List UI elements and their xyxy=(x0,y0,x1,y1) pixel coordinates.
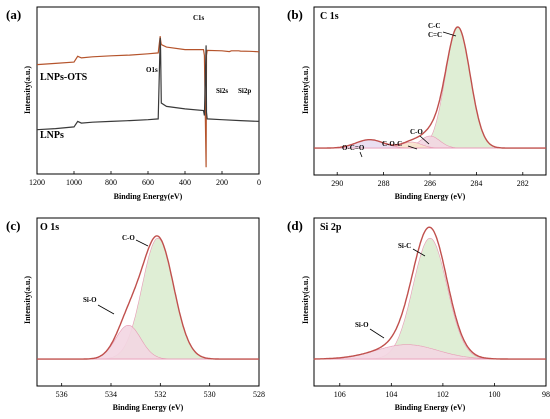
x-tick-label: 530 xyxy=(204,390,216,399)
series-line-lnps-ots xyxy=(36,36,260,168)
peak-component-c-c-c-c xyxy=(314,26,546,149)
panel-c: (c) O 1s 536 534 532 530 528 Binding Energy … xyxy=(6,217,265,412)
panel-a-x-ticks: 1200 1000 800 600 400 200 0 xyxy=(29,171,261,187)
panel-b-title: C 1s xyxy=(320,11,339,22)
panel-a-x-label: Binding Energy(eV) xyxy=(114,192,183,201)
x-tick-label: 528 xyxy=(253,390,265,399)
peak-component-c-o xyxy=(37,237,259,360)
panel-d-annotation-sio: Si-O xyxy=(355,321,369,329)
panel-a-annotation-si2p: Si2p xyxy=(238,87,251,95)
x-tick-label: 98 xyxy=(542,390,550,399)
panel-c-title: O 1s xyxy=(40,222,59,233)
panel-d-x-label: Binding Energy (eV) xyxy=(395,403,466,412)
panel-c-axes xyxy=(36,217,260,387)
panel-b-arrow-oc-double-o xyxy=(359,151,363,158)
panel-b-plot xyxy=(314,26,546,149)
panel-b-annotation-coc: C-O-C xyxy=(382,140,402,148)
panel-a-annotation-o1s: O1s xyxy=(146,66,158,74)
envelope-curve xyxy=(37,235,259,360)
envelope-curve xyxy=(314,26,546,149)
x-tick-label: 536 xyxy=(56,390,68,399)
x-tick-label: 286 xyxy=(424,179,436,188)
panel-d-y-label: Intensity(a.u.) xyxy=(301,276,310,324)
panel-d-title: Si 2p xyxy=(320,222,342,233)
panel-d-annotation-sic: Si-C xyxy=(398,242,411,250)
x-tick-label: 400 xyxy=(179,178,191,187)
panel-b-label: (b) xyxy=(287,7,303,22)
panel-c-x-ticks: 536 534 532 530 528 xyxy=(56,383,265,399)
panel-d-arrow-sic xyxy=(412,248,426,257)
panel-d-annotations: Si-C Si-O xyxy=(355,242,426,339)
panel-c-x-label: Binding Energy (eV) xyxy=(113,403,184,412)
peak-component-si-c xyxy=(314,237,546,360)
x-tick-label: 532 xyxy=(154,390,166,399)
panel-c-plot xyxy=(37,235,259,360)
panel-c-annotations: C-O Si-O xyxy=(83,234,149,315)
panel-b-annotations: C-C C=C C-O C-O-C O-C=O xyxy=(342,22,457,158)
panel-d-axes xyxy=(313,217,547,387)
panel-b-arrow-cc xyxy=(442,31,457,37)
series-line-lnps xyxy=(36,37,260,131)
panel-b-y-label: Intensity(a.u.) xyxy=(301,66,310,114)
x-tick-label: 200 xyxy=(216,178,228,187)
panel-b-arrow-co xyxy=(419,135,430,145)
x-tick-label: 290 xyxy=(331,179,343,188)
panel-b-annotation-c-double-c: C=C xyxy=(428,31,442,39)
x-tick-label: 104 xyxy=(385,390,397,399)
panel-a-series xyxy=(36,36,260,168)
panel-b-annotation-oc-double-o: O-C=O xyxy=(342,144,365,152)
x-tick-label: 800 xyxy=(105,178,117,187)
panel-a: (a) 1200 1000 800 600 400 200 0 Binding Energy… xyxy=(6,6,261,201)
x-tick-label: 106 xyxy=(334,390,346,399)
envelope-curve xyxy=(314,226,546,360)
x-tick-label: 534 xyxy=(105,390,117,399)
panel-b-annotation-co: C-O xyxy=(410,128,423,136)
panel-b-annotation-cc: C-C xyxy=(428,22,440,30)
panel-c-arrow-co xyxy=(135,239,149,247)
panel-c-y-label: Intensity(a.u.) xyxy=(23,276,32,324)
panel-a-series-label-lnps-ots: LNPs-OTS xyxy=(40,72,88,83)
panel-d: (d) Si 2p 106 104 102 100 98 Binding Energy … xyxy=(287,217,550,412)
panel-c-arrow-sio xyxy=(97,304,115,315)
panel-c-annotation-co: C-O xyxy=(122,234,135,242)
panel-d-plot xyxy=(313,226,546,360)
x-tick-label: 0 xyxy=(257,178,261,187)
x-tick-label: 284 xyxy=(470,179,482,188)
panel-a-series-label-lnps: LNPs xyxy=(40,130,64,141)
x-tick-label: 600 xyxy=(142,178,154,187)
panel-d-arrow-sio xyxy=(369,328,385,339)
panel-b-x-ticks: 290 288 286 284 282 xyxy=(331,172,529,188)
x-tick-label: 1200 xyxy=(29,178,45,187)
panel-a-label: (a) xyxy=(6,7,21,22)
x-tick-label: 282 xyxy=(517,179,529,188)
x-tick-label: 1000 xyxy=(66,178,82,187)
panel-a-annotation-c1s: C1s xyxy=(193,14,205,22)
x-tick-label: 100 xyxy=(488,390,500,399)
x-tick-label: 288 xyxy=(378,179,390,188)
panel-d-x-ticks: 106 104 102 100 98 xyxy=(334,383,550,399)
x-tick-label: 102 xyxy=(437,390,449,399)
panel-b-x-label: Binding Energy (eV) xyxy=(395,192,466,201)
panel-c-annotation-sio: Si-O xyxy=(83,296,97,304)
panel-c-label: (c) xyxy=(6,218,20,233)
panel-a-y-label: Intensity(a.u.) xyxy=(23,66,32,114)
panel-d-label: (d) xyxy=(287,218,303,233)
panel-b-arrow-coc xyxy=(407,145,418,150)
panel-a-annotation-si2s: Si2s xyxy=(216,87,228,95)
panel-b: (b) C 1s 290 288 286 284 282 Binding Energy … xyxy=(287,6,547,201)
